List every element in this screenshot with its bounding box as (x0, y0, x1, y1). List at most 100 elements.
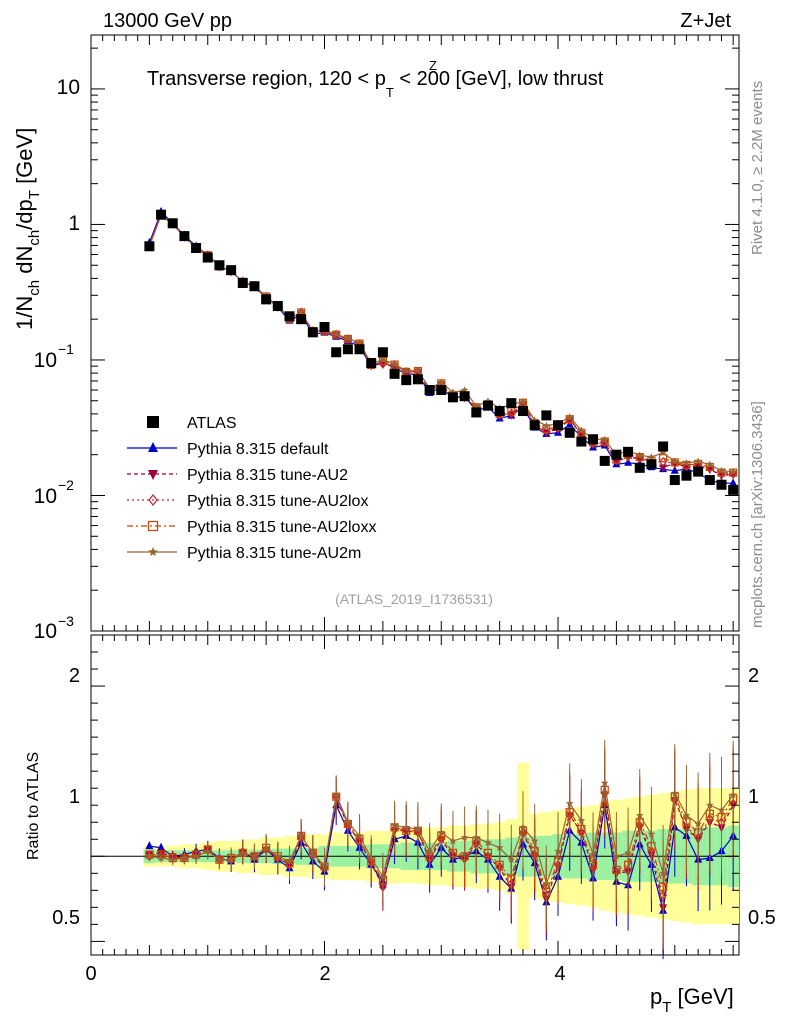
main-point-4-48 (706, 460, 714, 468)
ratio-point-4-1 (157, 854, 165, 862)
ratio-point-4-44 (659, 869, 667, 877)
ratio-point-4-39 (600, 779, 609, 787)
main-point-4-37 (577, 426, 586, 434)
main-point-4-13 (297, 308, 305, 316)
atlas-point-18 (354, 344, 365, 355)
legend-marker-5 (148, 547, 158, 556)
atlas-point-1 (156, 209, 167, 220)
atlas-point-7 (226, 265, 237, 276)
main-point-4-32 (519, 397, 527, 405)
atlas-point-34 (541, 410, 552, 421)
main-point-4-45 (671, 457, 679, 465)
title-part-subscript: T (386, 85, 394, 100)
main-point-4-17 (344, 334, 352, 342)
main-point-4-25 (437, 378, 446, 386)
y-tick-label-0.1: 10 (34, 349, 57, 372)
atlas-point-30 (494, 406, 505, 417)
atlas-point-41 (623, 446, 634, 457)
ratio-y-tick-right-1: 1 (748, 786, 759, 808)
main-series-group (144, 206, 739, 495)
ratio-point-4-31 (507, 855, 516, 863)
main-point-4-22 (402, 366, 410, 375)
legend-label-au2loxx: Pythia 8.315 tune-AU2loxx (187, 519, 376, 536)
atlas-point-48 (704, 475, 715, 486)
main-point-4-36 (565, 412, 574, 421)
atlas-point-28 (471, 407, 482, 418)
ratio-point-4-11 (274, 852, 282, 860)
ratio-point-4-49 (717, 806, 726, 814)
ratio-point-4-36 (565, 799, 574, 807)
x-tick-label-4: 4 (554, 963, 565, 985)
atlas-point-25 (436, 385, 447, 396)
ratio-point-4-16 (332, 791, 340, 799)
ratio-point-4-45 (671, 789, 679, 797)
ratio-line-2 (149, 793, 734, 898)
ratio-point-4-6 (215, 855, 224, 863)
main-point-4-23 (414, 366, 422, 374)
y-tick-label-1: 1 (68, 212, 80, 235)
x-tick-label-0: 0 (85, 963, 96, 985)
atlas-point-12 (284, 311, 295, 322)
atlas-point-42 (634, 462, 645, 473)
ratio-point-4-3 (180, 854, 189, 862)
ratio-point-4-35 (554, 847, 562, 855)
atlas-point-26 (447, 392, 458, 403)
legend-marker-1 (148, 442, 158, 452)
title-part-1: Transverse region, 120 < p (147, 68, 386, 90)
title-superscript: Z (429, 58, 437, 73)
ratio-point-4-32 (519, 823, 527, 831)
ratio-point-4-47 (694, 819, 702, 828)
legend-marker-4 (147, 520, 159, 532)
legend-marker-2 (148, 470, 158, 480)
atlas-point-24 (424, 385, 435, 396)
ratio-y-tick-0.5: 0.5 (52, 907, 80, 929)
legend-label-atlas: ATLAS (187, 415, 237, 432)
atlas-point-38 (588, 434, 599, 445)
axis-ticks (90, 35, 739, 955)
ratio-point-4-25 (437, 828, 446, 836)
main-point-4-21 (390, 360, 399, 368)
atlas-point-11 (272, 301, 283, 312)
main-point-4-49 (717, 466, 726, 474)
atlas-point-50 (728, 484, 739, 495)
main-point-4-47 (694, 457, 702, 465)
ratio-y-axis-label: Ratio to ATLAS (25, 752, 42, 860)
atlas-point-29 (482, 400, 493, 411)
ratio-point-4-29 (484, 838, 492, 846)
atlas-point-40 (611, 449, 622, 460)
ratio-point-4-10 (262, 843, 270, 851)
main-plot-frame (90, 34, 740, 632)
y-tick-label-0.01: 10 (34, 485, 57, 508)
ratio-y-tick-right-2: 2 (748, 665, 759, 687)
atlas-point-46 (681, 470, 692, 481)
plot-title: Transverse region, 120 < pT < 200 [GeV],… (147, 68, 604, 100)
main-point-4-39 (600, 435, 609, 444)
ratio-point-4-14 (309, 848, 317, 857)
atlas-point-9 (249, 281, 260, 292)
analysis-watermark: (ATLAS_2019_I1736531) (335, 591, 493, 607)
main-point-4-20 (379, 355, 387, 363)
ratio-point-4-46 (682, 811, 691, 819)
ratio-point-4-18 (355, 831, 364, 840)
atlas-point-4 (191, 243, 202, 254)
atlas-point-27 (459, 391, 470, 402)
atlas-point-13 (296, 314, 307, 325)
ratio-point-4-21 (390, 821, 399, 829)
main-point-0-45 (670, 465, 679, 474)
main-point-4-50 (729, 467, 737, 475)
atlas-point-21 (389, 368, 400, 379)
ratio-point-4-0 (145, 852, 154, 860)
main-line-4 (148, 214, 734, 473)
main-line-3 (148, 213, 734, 474)
ratio-point-4-5 (204, 847, 212, 855)
ratio-point-4-40 (612, 852, 621, 860)
atlas-point-47 (693, 466, 704, 477)
ratio-point-4-8 (239, 848, 247, 857)
main-point-2-44 (659, 456, 668, 467)
ratio-point-4-2 (168, 855, 177, 863)
main-line-1 (148, 212, 734, 477)
atlas-point-45 (669, 475, 680, 486)
legend-label-au2: Pythia 8.315 tune-AU2 (187, 467, 348, 484)
atlas-point-17 (342, 344, 353, 355)
